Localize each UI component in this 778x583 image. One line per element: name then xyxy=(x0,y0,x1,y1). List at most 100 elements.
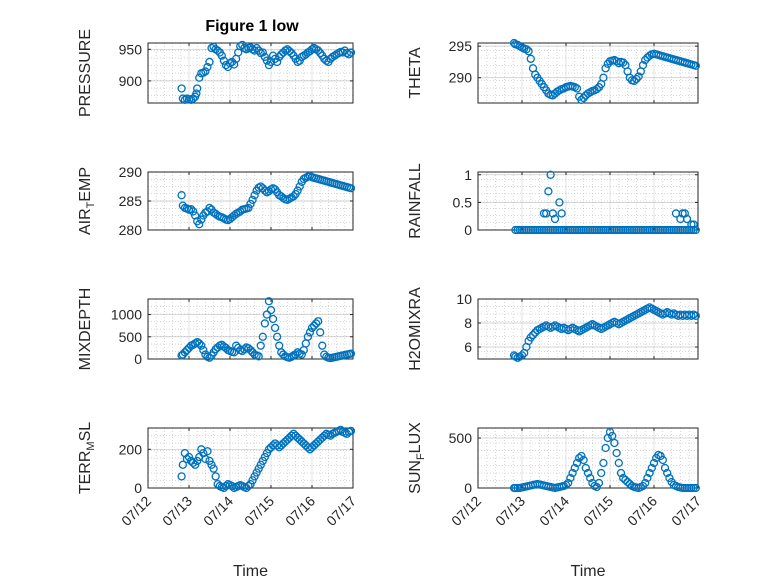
y-tick-label: 8 xyxy=(464,315,472,331)
data-point xyxy=(285,47,294,56)
subplot-6: 6 8 10 H2OMIXRA xyxy=(407,287,700,371)
data-point xyxy=(260,319,270,328)
data-point xyxy=(579,93,588,103)
y-axis-label: PRESSURE xyxy=(77,29,94,117)
y-tick-label: 0 xyxy=(464,480,472,496)
data-point xyxy=(201,454,210,464)
data-point xyxy=(660,463,670,473)
data-point xyxy=(528,330,538,340)
data-point xyxy=(195,73,204,82)
y-tick-label: 6 xyxy=(464,339,472,355)
data-point xyxy=(689,220,698,229)
data-point xyxy=(240,345,249,354)
data-series xyxy=(509,303,700,362)
y-tick-label: 295 xyxy=(449,38,473,54)
data-point xyxy=(583,468,593,478)
data-point xyxy=(311,319,321,328)
data-series xyxy=(177,297,356,363)
data-point xyxy=(526,54,535,63)
axes-box xyxy=(477,171,699,231)
y-tick-label: 900 xyxy=(119,73,143,89)
x-tick-label: 07/16 xyxy=(624,493,660,529)
data-point xyxy=(313,437,323,446)
data-point xyxy=(572,84,582,93)
data-point xyxy=(258,48,267,57)
data-point xyxy=(268,314,278,324)
y-tick-label: 500 xyxy=(119,329,143,345)
data-point xyxy=(199,345,208,355)
data-point xyxy=(178,460,188,469)
y-tick-label: 1 xyxy=(464,167,472,183)
data-point xyxy=(544,187,553,196)
data-point xyxy=(597,468,606,478)
data-point xyxy=(682,214,692,224)
data-point xyxy=(213,343,222,352)
x-tick-label: 07/12 xyxy=(118,493,154,529)
y-axis-label: AIRTEMP xyxy=(77,167,97,235)
y-tick-label: 0.5 xyxy=(453,194,473,210)
axes-box xyxy=(477,42,699,104)
data-series xyxy=(509,427,700,493)
data-point xyxy=(201,67,210,76)
data-point xyxy=(316,48,325,58)
data-point xyxy=(195,339,204,348)
data-point xyxy=(272,332,282,341)
data-point xyxy=(213,46,222,55)
subplot-grid: 900 950 PRESSURE 290 295 THETA 280 285 290 AIRTEM… xyxy=(77,29,704,580)
data-point xyxy=(346,349,356,358)
data-point xyxy=(221,481,231,491)
data-point xyxy=(270,323,280,333)
data-point xyxy=(316,328,325,337)
y-axis-label: THETA xyxy=(407,47,424,99)
data-point xyxy=(262,56,272,65)
data-point xyxy=(645,468,654,478)
data-point xyxy=(197,215,206,224)
data-point xyxy=(203,447,212,456)
data-point xyxy=(638,60,648,70)
data-point xyxy=(309,321,319,330)
data-point xyxy=(346,48,356,57)
data-point xyxy=(301,339,311,348)
data-point xyxy=(612,448,621,458)
data-point xyxy=(197,341,206,350)
figure-title: Figure 1 low xyxy=(205,18,299,35)
data-point xyxy=(572,458,582,468)
y-axis-label: SUNFLUX xyxy=(407,422,427,494)
data-point xyxy=(205,57,214,67)
x-tick-label: 07/15 xyxy=(580,493,616,529)
x-tick-label: 07/17 xyxy=(323,493,359,529)
data-point xyxy=(227,481,237,491)
data-point xyxy=(177,472,186,481)
data-point xyxy=(297,437,306,446)
data-point xyxy=(601,64,610,73)
data-point xyxy=(649,458,659,468)
subplot-1: 900 950 PRESSURE xyxy=(77,29,356,117)
data-point xyxy=(599,458,608,468)
data-point xyxy=(592,482,601,492)
data-point xyxy=(581,463,590,473)
data-point xyxy=(318,341,327,350)
data-point xyxy=(258,332,267,341)
x-tick-label: 07/12 xyxy=(448,493,484,529)
data-point xyxy=(616,468,626,478)
y-axis-label: TERRMSL xyxy=(77,422,97,494)
y-tick-label: 285 xyxy=(119,193,143,209)
data-point xyxy=(320,431,329,440)
x-axis-label: Time xyxy=(571,563,606,580)
grid-lines xyxy=(477,42,699,104)
grid-lines xyxy=(477,298,699,360)
data-point xyxy=(260,186,270,195)
data-point xyxy=(307,323,317,333)
data-point xyxy=(295,435,304,444)
x-tick-label: 07/14 xyxy=(200,493,236,529)
data-point xyxy=(656,451,665,461)
x-tick-label: 07/16 xyxy=(282,493,318,529)
x-tick-label: 07/13 xyxy=(159,493,195,529)
data-point xyxy=(546,170,555,179)
data-point xyxy=(186,204,196,214)
data-point xyxy=(614,458,623,468)
data-point xyxy=(691,225,700,235)
data-point xyxy=(254,46,263,55)
subplot-8: 07/12 07/13 07/14 07/15 07/16 07/17 0 500 SUNFLU… xyxy=(407,422,704,580)
